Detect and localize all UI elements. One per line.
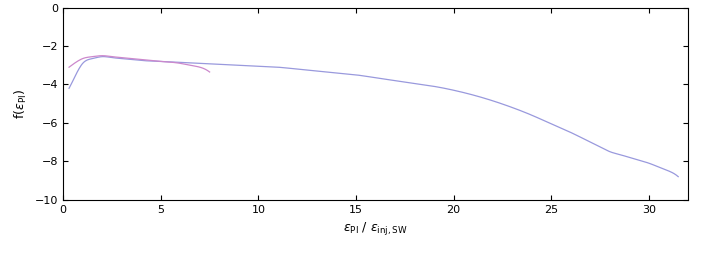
X-axis label: $\varepsilon_{\rm PI}$ / $\varepsilon_{\rm inj,SW}$: $\varepsilon_{\rm PI}$ / $\varepsilon_{\…	[343, 220, 408, 237]
Y-axis label: f($\varepsilon_{\rm PI}$): f($\varepsilon_{\rm PI}$)	[13, 89, 29, 119]
